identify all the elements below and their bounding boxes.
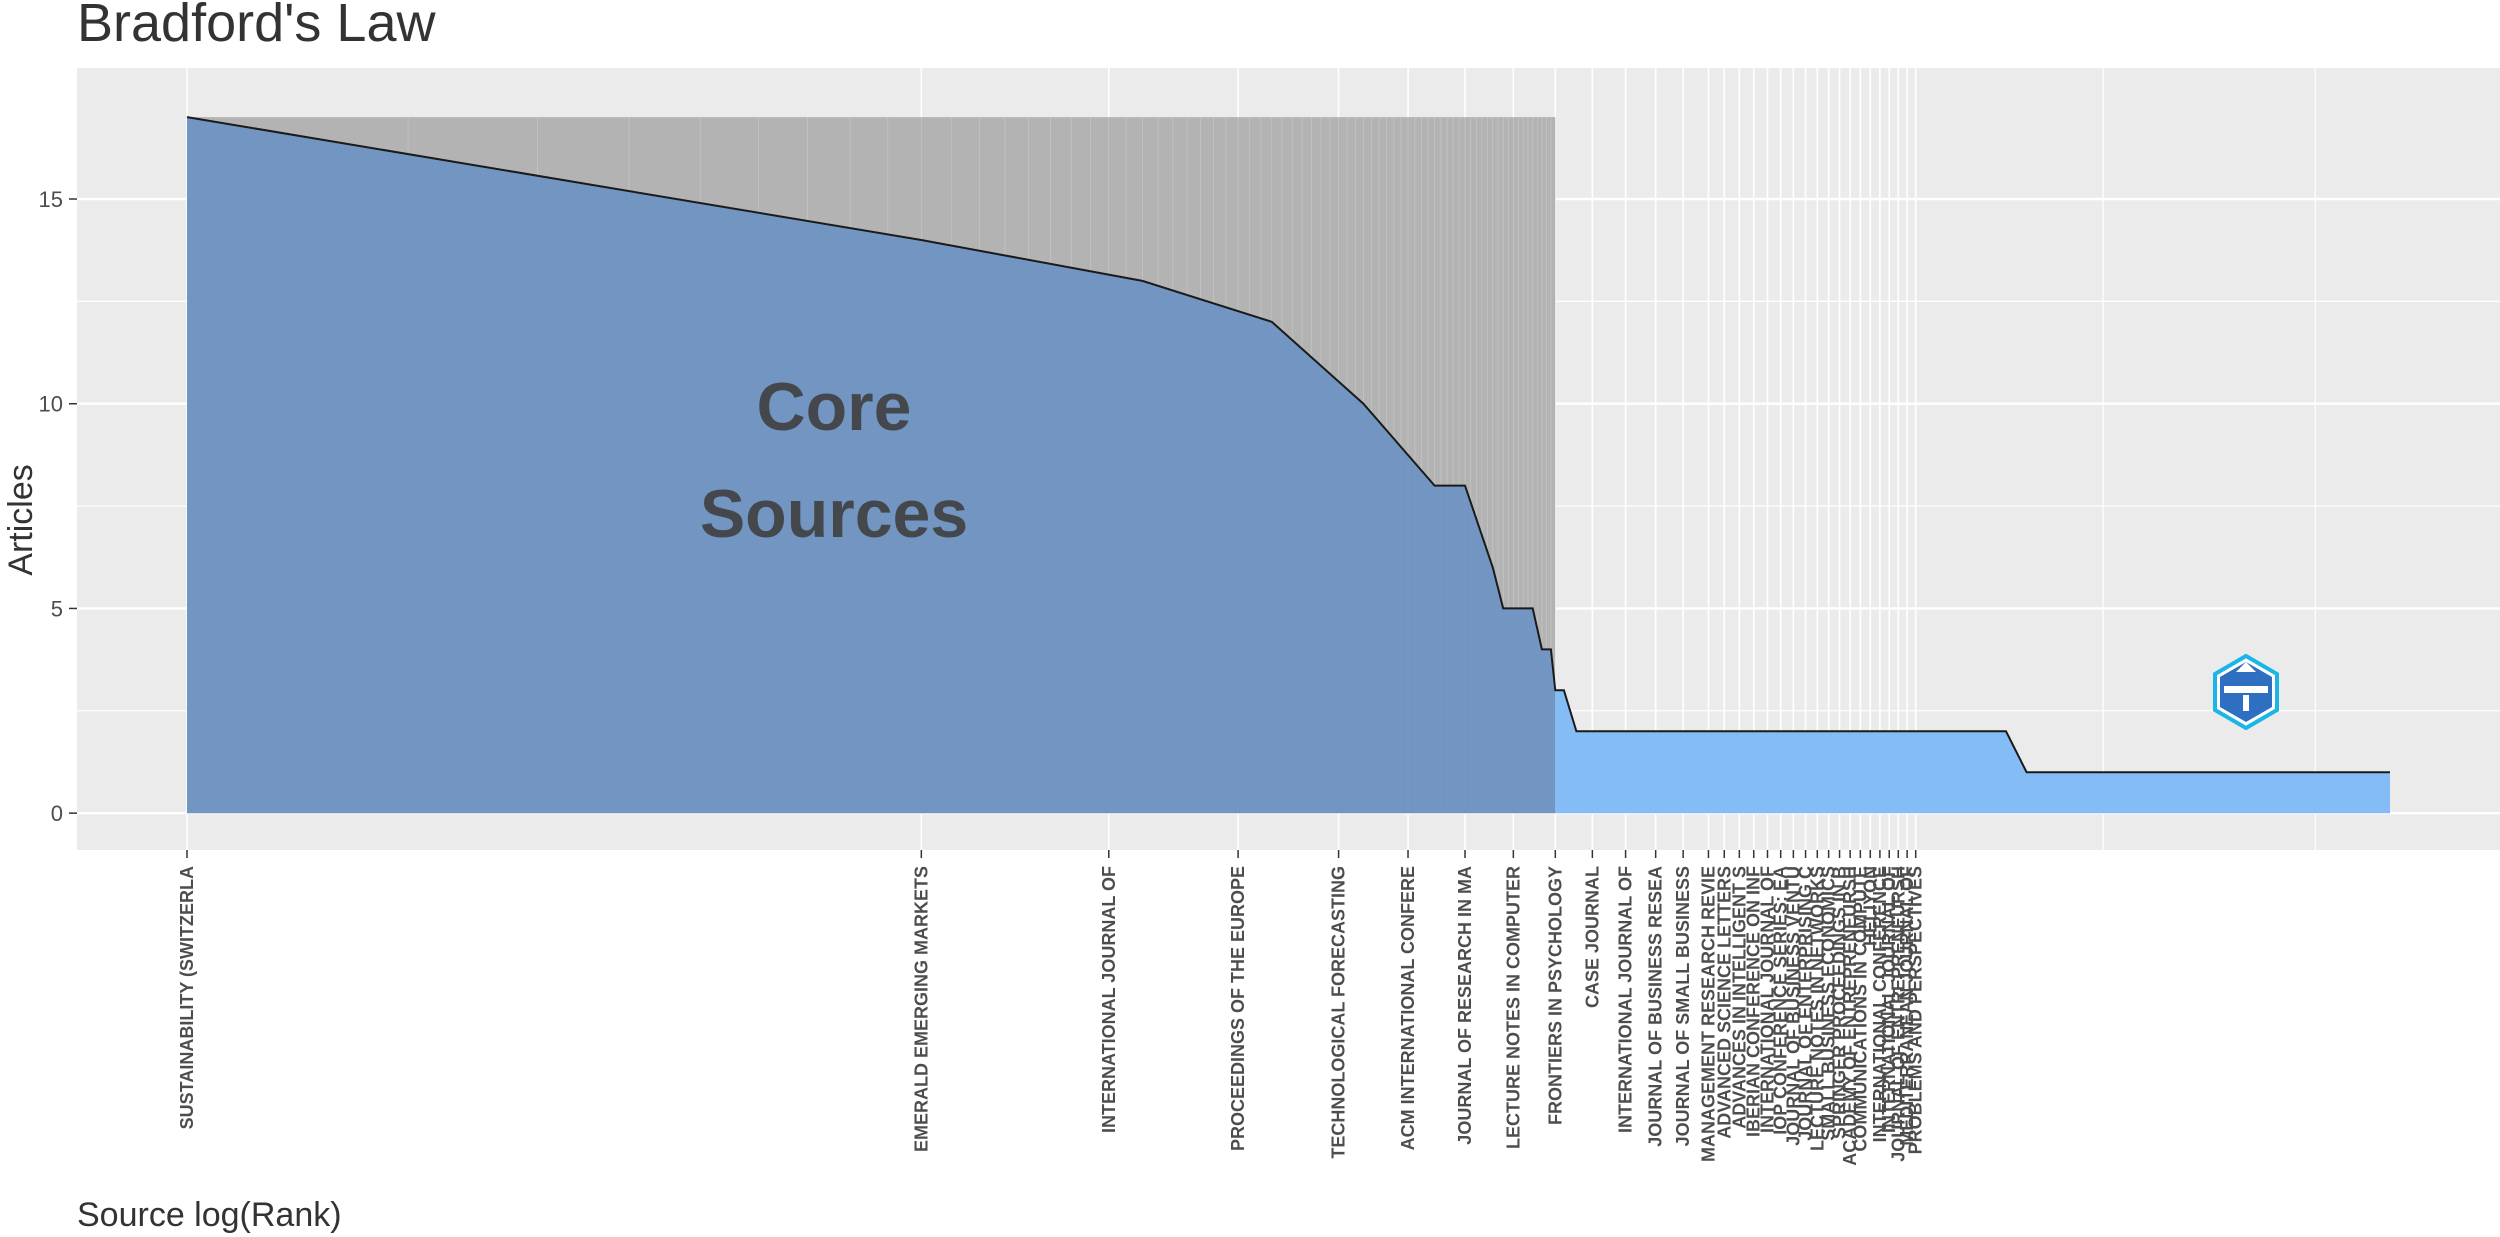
y-tick-label: 0 [51,801,63,826]
x-tick-label: ADVANCES IN INTELLIGENT S [1729,866,1749,1129]
x-tick-label: SPRINGER PROCEEDINGS IN B [1830,866,1850,1139]
core-label-line-2: Sources [700,476,968,552]
x-tick-label: ACM INTERNATIONAL CONFERE [1398,866,1418,1150]
x-tick-label: INTERNATIONAL JOURNAL OF [1616,866,1636,1133]
x-tick-label: SMALL BUSINESS ECONOMICS [1819,866,1839,1141]
y-tick-label: 10 [39,392,63,417]
bibliometrix-logo-icon [2213,653,2279,731]
x-tick-label: SUSTAINABILITY (SWITZERLA [177,866,197,1129]
x-tick-label: JOURNAL OF BUSINESS VENTU [1783,866,1803,1146]
x-tick-label: CASE JOURNAL [1582,866,1602,1008]
x-tick-label: FRONTIERS IN PSYCHOLOGY [1545,866,1565,1125]
x-tick-label: JOURNAL OF ENTREPRENEURSH [1888,866,1908,1162]
x-tick-label: JOURNAL OF BUSINESS RESEA [1646,866,1666,1147]
x-tick-label: IBERIAN CONFERENCE ON INF [1744,866,1764,1137]
area-other-sources [1555,690,2390,814]
x-tick-label: IOP CONFERENCE SERIES: EA [1771,866,1791,1135]
x-tick-label: JOURNAL OF ENTERPRISING C [1796,866,1816,1141]
x-tick-label: COMMUNICATIONS IN COMPUTE [1850,866,1870,1152]
x-tick-label: HELIYON [1860,866,1880,946]
x-tick-label: LECTURE NOTES IN COMPUTER [1503,866,1523,1149]
x-tick-label: PROCEEDINGS OF THE EUROPE [1228,866,1248,1151]
x-tick-label: ACADEMY OF ENTREPRENEURSH [1840,866,1860,1166]
y-tick-label: 5 [51,596,63,621]
chart-title: Bradford's Law [77,0,436,53]
x-tick-label: ADVANCED SCIENCE LETTERS [1714,866,1734,1139]
x-tick-label: PROBLEMS AND PERSPECTIVES [1906,866,1926,1154]
y-axis-ticks: 0 5 10 15 [39,187,77,826]
x-tick-label: INTERNATIONAL JOURNAL OF [1099,866,1119,1133]
y-tick-label: 15 [39,187,63,212]
x-tick-label: TECHNOLOGICAL FORECASTING [1329,866,1349,1159]
x-tick-label: INTERNATIONAL CONFERENCE [1870,866,1890,1142]
x-tick-label: MANAGEMENT RESEARCH REVIE [1698,866,1718,1162]
x-tick-label: EMERALD EMERGING MARKETS [911,866,931,1152]
x-tick-label: JOURNAL OF SMALL BUSINESS [1673,866,1693,1146]
area-core-sources [187,117,1556,814]
core-label-line-1: Core [757,369,912,445]
x-axis-ticks: SUSTAINABILITY (SWITZERLA EMERALD EMERGIN… [177,850,1926,1166]
x-tick-label: INTERNATIONAL JOURNAL OF [1879,866,1899,1133]
bradford-step-line [186,116,2390,774]
x-axis-label: Source log(Rank) [77,1196,342,1234]
x-tick-label: JOURNAL OF RESEARCH IN MA [1455,866,1475,1145]
x-tick-label: MEDITERRANEAN JOURNAL OF [1897,866,1917,1146]
x-tick-label: INTERNATIONAL JOURNAL OF [1757,866,1777,1133]
x-tick-label: LECTURE NOTES IN NETWORKS [1807,866,1827,1151]
